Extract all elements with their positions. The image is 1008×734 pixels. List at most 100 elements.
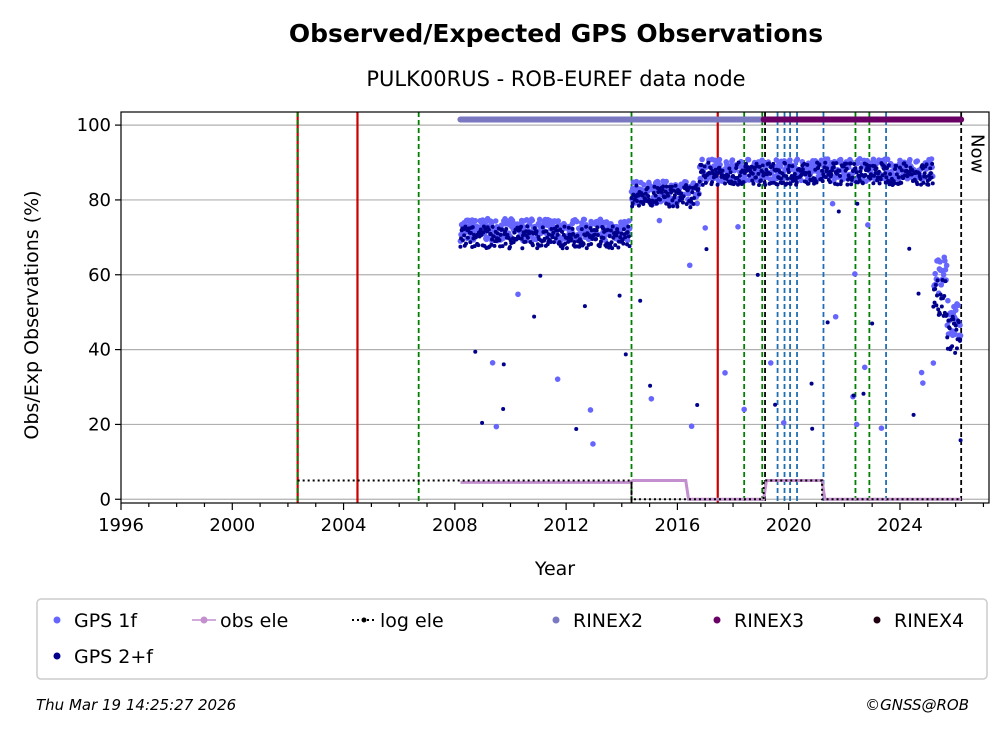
data-point	[590, 237, 595, 242]
data-point	[805, 162, 810, 167]
data-point	[930, 181, 935, 186]
data-point	[559, 229, 564, 234]
data-point	[794, 180, 799, 185]
data-point	[946, 318, 951, 323]
data-point	[922, 171, 927, 176]
data-point	[899, 180, 904, 185]
legend-item-obs-ele: obs ele	[192, 610, 288, 632]
data-point	[886, 163, 891, 168]
data-point	[493, 423, 500, 430]
data-point	[894, 163, 899, 168]
data-point	[722, 370, 728, 376]
data-point	[867, 164, 872, 169]
data-point	[511, 240, 516, 245]
data-point	[587, 407, 594, 413]
data-point	[933, 282, 938, 287]
data-point	[666, 193, 671, 198]
data-point	[877, 181, 882, 186]
data-point	[619, 231, 624, 236]
data-point	[937, 259, 943, 265]
data-point	[750, 171, 755, 176]
data-point	[688, 205, 693, 210]
data-point	[810, 426, 815, 431]
data-point	[750, 178, 755, 183]
data-point	[950, 344, 955, 349]
data-point	[755, 272, 760, 277]
data-point	[555, 224, 560, 229]
data-point	[470, 225, 475, 230]
data-point	[760, 163, 765, 168]
data-point	[735, 224, 741, 230]
data-point	[551, 240, 556, 245]
data-point	[625, 230, 630, 235]
data-point	[532, 226, 537, 231]
data-point	[530, 243, 535, 248]
data-point	[550, 235, 555, 240]
data-point	[929, 175, 934, 180]
x-axis-label: Year	[534, 558, 575, 580]
data-point	[855, 201, 860, 206]
data-point	[691, 201, 696, 206]
data-point	[804, 171, 809, 176]
data-point	[581, 216, 588, 223]
x-tick-label: 1996	[98, 515, 144, 536]
data-point	[648, 383, 653, 388]
data-point	[700, 182, 705, 187]
data-point	[614, 233, 619, 238]
data-point	[745, 156, 752, 163]
data-point	[780, 419, 787, 426]
data-point	[551, 230, 556, 235]
data-point	[844, 166, 849, 171]
data-point	[858, 169, 863, 174]
data-point	[529, 217, 536, 224]
data-point	[572, 239, 577, 244]
data-point	[704, 247, 709, 252]
data-point	[504, 226, 509, 231]
data-point	[716, 156, 723, 163]
data-point	[782, 161, 787, 166]
data-point	[638, 298, 643, 303]
data-point	[645, 185, 650, 190]
data-point	[507, 244, 512, 249]
footer-copyright: ©GNSS@ROB	[865, 696, 969, 714]
data-point	[942, 266, 949, 273]
data-point	[944, 312, 949, 317]
data-point	[609, 240, 614, 245]
data-point	[595, 233, 600, 238]
data-point	[930, 161, 935, 166]
data-point	[860, 181, 865, 186]
data-point	[888, 172, 893, 177]
data-point	[623, 352, 628, 357]
data-point	[579, 227, 584, 232]
data-point	[675, 204, 680, 209]
legend-item-rinex3: RINEX3	[713, 610, 804, 632]
data-point	[849, 182, 854, 187]
data-point	[523, 217, 530, 223]
series-line	[297, 479, 962, 501]
data-point	[737, 173, 742, 178]
data-point	[837, 168, 842, 173]
data-point	[892, 181, 897, 186]
data-point	[571, 231, 576, 236]
data-point	[753, 175, 758, 180]
data-point	[838, 173, 843, 178]
legend-label: RINEX4	[894, 610, 964, 632]
data-point	[684, 183, 689, 188]
now-label: Now	[966, 134, 987, 173]
data-point	[575, 233, 580, 238]
data-point	[465, 235, 470, 240]
data-point	[564, 246, 569, 251]
data-point	[747, 173, 752, 178]
data-point	[938, 311, 943, 316]
data-point	[914, 158, 921, 164]
data-point	[697, 179, 702, 184]
data-point	[773, 402, 778, 407]
data-point	[851, 393, 856, 398]
data-point	[574, 426, 579, 431]
data-point	[476, 243, 481, 248]
data-point	[574, 218, 580, 225]
legend-label: RINEX2	[573, 610, 643, 632]
data-point	[501, 362, 506, 367]
data-point	[706, 160, 711, 165]
data-point	[701, 169, 706, 174]
